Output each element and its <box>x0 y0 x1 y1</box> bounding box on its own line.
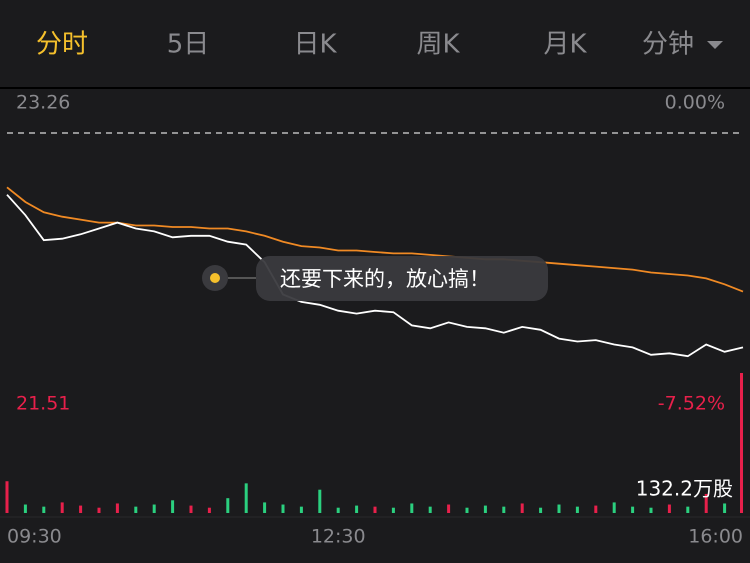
volume-bar <box>502 506 506 513</box>
x-tick-label: 09:30 <box>7 526 62 548</box>
volume-bar <box>612 502 616 513</box>
volume-bar <box>740 373 743 513</box>
volume-bar <box>373 506 377 513</box>
volume-bar <box>557 504 561 513</box>
x-tick-label: 12:30 <box>311 526 366 548</box>
volume-bar <box>649 507 653 513</box>
tab[interactable]: 5日 <box>167 30 210 60</box>
annotation: 还要下来的，放心搞！ <box>202 256 548 301</box>
volume-bar <box>704 493 708 513</box>
volume-bar <box>97 507 101 513</box>
tab[interactable]: 日K <box>293 30 337 60</box>
price-line <box>6 194 744 358</box>
volume-bar <box>299 506 303 513</box>
volume-bar <box>281 504 285 513</box>
volume-bar <box>152 504 156 513</box>
volume-bar <box>115 503 119 513</box>
volume-bar <box>520 503 524 513</box>
volume-bar <box>336 507 340 513</box>
y2-tick-label: 0.00% <box>665 92 725 114</box>
price-line <box>6 186 744 293</box>
volume-bar <box>5 481 9 513</box>
volume-bar <box>355 505 359 513</box>
volume-bar <box>79 505 83 513</box>
dropdown-arrow[interactable] <box>707 41 723 49</box>
annotation-text: 还要下来的，放心搞！ <box>280 267 490 291</box>
volume-bar <box>667 504 671 513</box>
volume-bar <box>686 506 690 513</box>
volume-bar <box>318 489 322 513</box>
volume-bar <box>447 504 451 513</box>
y2-tick-label: -7.52% <box>658 393 725 415</box>
volume-bar <box>723 503 727 513</box>
volume-bar <box>483 505 487 513</box>
volume-bar <box>631 506 635 513</box>
volume-bar <box>539 507 543 513</box>
tab[interactable]: 月K <box>543 30 587 60</box>
tab[interactable]: 分钟 <box>642 30 694 60</box>
volume-bar <box>189 505 193 513</box>
annotation-dot <box>210 273 220 283</box>
tab-bar: 分时 5日 日K 周K 月K 分钟 <box>36 30 723 60</box>
tab[interactable]: 周K <box>416 30 460 60</box>
volume-bar <box>60 502 64 513</box>
volume-bar <box>226 498 230 513</box>
volume-bar <box>594 505 598 513</box>
y-tick-label: 23.26 <box>16 92 70 114</box>
volume-bar <box>391 507 395 513</box>
volume-bar <box>575 506 579 513</box>
volume-bar <box>428 506 432 513</box>
volume-bar <box>263 502 267 513</box>
volume-bar <box>465 507 469 513</box>
annotation-bubble <box>256 256 548 301</box>
volume-bar <box>410 503 414 513</box>
y-tick-label: 21.51 <box>16 393 70 415</box>
volume-bar <box>42 506 46 513</box>
volume-bar <box>207 507 211 513</box>
volume-bar <box>171 500 175 513</box>
volume-bar <box>134 506 138 513</box>
x-tick-label: 16:00 <box>688 526 743 548</box>
tab[interactable]: 分时 <box>36 30 88 60</box>
volume-bar <box>23 504 27 513</box>
volume-bar <box>244 483 248 513</box>
volume-max-label: 132.2万股 <box>636 477 733 501</box>
